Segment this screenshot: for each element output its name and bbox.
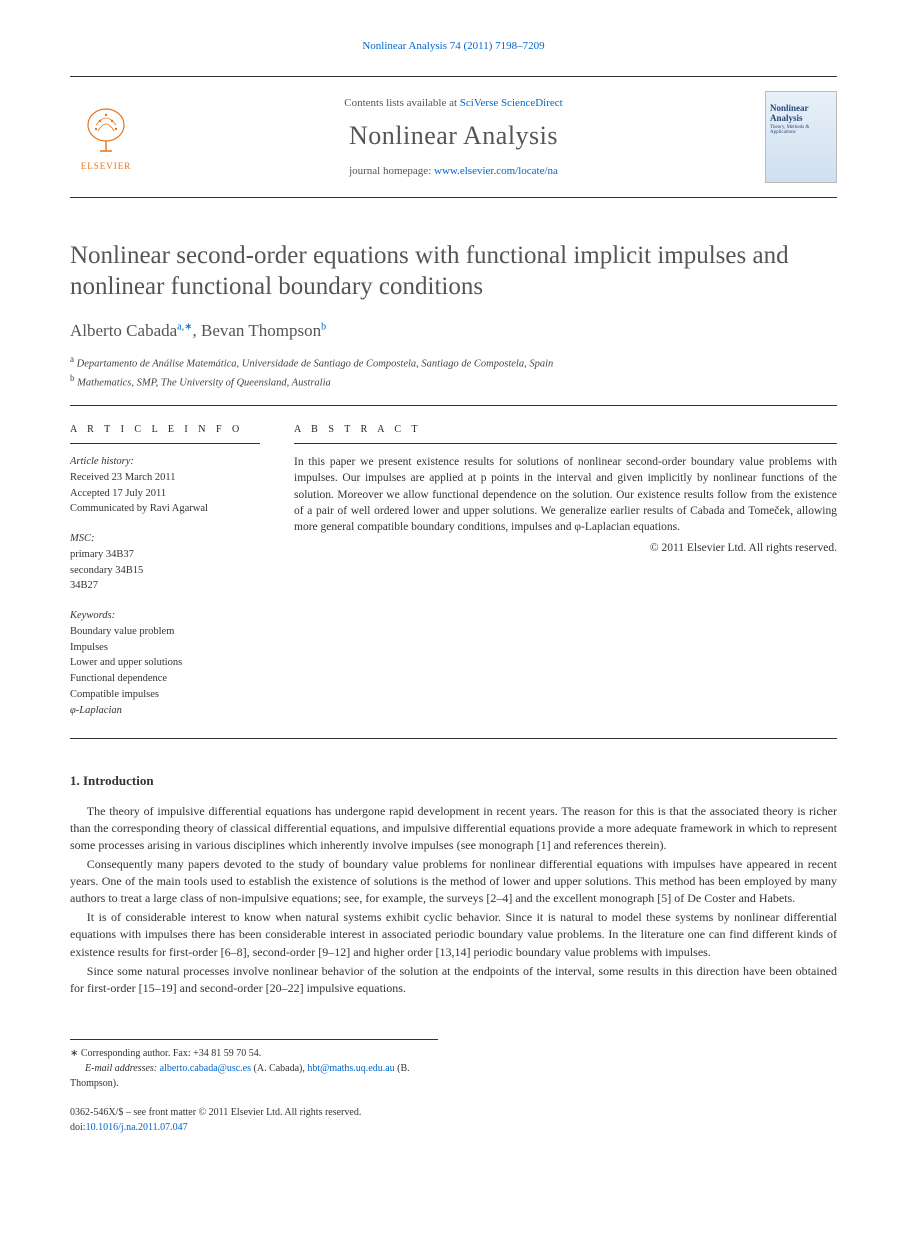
abstract-head: A B S T R A C T [294,424,837,435]
affiliations: a Departamento de Análise Matemática, Un… [70,353,837,392]
cover-issn-area: · [770,96,832,101]
intro-para-3: It is of considerable interest to know w… [70,909,837,960]
msc-secondary: secondary 34B15 [70,565,143,576]
sciencedirect-link[interactable]: SciVerse ScienceDirect [460,97,563,109]
affiliation-b-text: Mathematics, SMP, The University of Quee… [77,377,331,388]
info-abstract-row: A R T I C L E I N F O Article history: R… [70,424,837,739]
kw-2: Impulses [70,642,108,653]
email-1[interactable]: alberto.cabada@usc.es [160,1063,251,1074]
homepage-line: journal homepage: www.elsevier.com/locat… [160,165,747,177]
msc-3: 34B27 [70,580,98,591]
elsevier-logo: ELSEVIER [70,98,142,176]
contents-prefix: Contents lists available at [344,97,459,109]
author-1-affil-marks[interactable]: a,∗ [177,321,192,332]
affiliation-a: a Departamento de Análise Matemática, Un… [70,353,837,372]
article-info-head: A R T I C L E I N F O [70,424,260,435]
journal-cover-thumbnail: · Nonlinear Analysis Theory, Methods & A… [765,91,837,183]
affiliation-b: b Mathematics, SMP, The University of Qu… [70,372,837,391]
corr-text: Corresponding author. Fax: +34 81 59 70 … [81,1048,261,1059]
doi-label: doi: [70,1122,86,1133]
article-title: Nonlinear second-order equations with fu… [70,240,837,303]
elsevier-tree-icon [78,103,134,159]
email-2[interactable]: hbt@maths.uq.edu.au [307,1063,394,1074]
article-history-block: Article history: Received 23 March 2011 … [70,443,260,517]
email-label: E-mail addresses: [85,1063,157,1074]
author-1-name: Alberto Cabada [70,321,177,340]
msc-label: MSC: [70,533,95,544]
contents-available-line: Contents lists available at SciVerse Sci… [160,97,747,109]
affiliation-a-text: Departamento de Análise Matemática, Univ… [77,358,554,369]
rule-above-info [70,405,837,406]
history-label: Article history: [70,456,134,467]
masthead: ELSEVIER Contents lists available at Sci… [70,76,837,198]
running-head: Nonlinear Analysis 74 (2011) 7198–7209 [70,40,837,52]
author-2-name: Bevan Thompson [201,321,321,340]
abstract-body: In this paper we present existence resul… [294,443,837,556]
cover-subtitle: Theory, Methods & Applications [770,125,832,135]
doi-line: doi:10.1016/j.na.2011.07.047 [70,1120,837,1135]
email-1-who: (A. Cabada), [254,1063,305,1074]
corr-mark: ∗ [70,1048,78,1059]
masthead-center: Contents lists available at SciVerse Sci… [160,97,747,177]
kw-5: Compatible impulses [70,689,159,700]
intro-para-2: Consequently many papers devoted to the … [70,856,837,907]
email-line: E-mail addresses: alberto.cabada@usc.es … [70,1061,438,1091]
keywords-label: Keywords: [70,610,115,621]
footnotes: ∗ Corresponding author. Fax: +34 81 59 7… [70,1039,438,1091]
front-matter-line: 0362-546X/$ – see front matter © 2011 El… [70,1105,837,1120]
kw-1: Boundary value problem [70,626,174,637]
kw-4: Functional dependence [70,673,167,684]
author-2-affil-marks[interactable]: b [321,321,326,332]
intro-para-1: The theory of impulsive differential equ… [70,803,837,854]
abstract-column: A B S T R A C T In this paper we present… [294,424,837,718]
msc-block: MSC: primary 34B37 secondary 34B15 34B27 [70,531,260,594]
kw-6: φ-Laplacian [70,705,122,716]
publisher-name: ELSEVIER [81,161,132,171]
footer-meta: 0362-546X/$ – see front matter © 2011 El… [70,1105,837,1135]
article-info-column: A R T I C L E I N F O Article history: R… [70,424,260,718]
doi-link[interactable]: 10.1016/j.na.2011.07.047 [86,1122,188,1133]
corresponding-author-note: ∗ Corresponding author. Fax: +34 81 59 7… [70,1046,438,1061]
abstract-copyright: © 2011 Elsevier Ltd. All rights reserved… [294,540,837,556]
journal-name: Nonlinear Analysis [160,121,747,151]
homepage-link[interactable]: www.elsevier.com/locate/na [434,165,558,177]
kw-3: Lower and upper solutions [70,657,182,668]
cover-title: Nonlinear Analysis [770,104,832,124]
keywords-block: Keywords: Boundary value problem Impulse… [70,608,260,718]
intro-para-4: Since some natural processes involve non… [70,963,837,997]
author-list: Alberto Cabadaa,∗, Bevan Thompsonb [70,321,837,341]
section-1-heading: 1. Introduction [70,773,837,789]
running-head-link[interactable]: Nonlinear Analysis 74 (2011) 7198–7209 [362,40,544,52]
msc-primary: primary 34B37 [70,549,134,560]
communicated-by: Communicated by Ravi Agarwal [70,503,208,514]
homepage-prefix: journal homepage: [349,165,434,177]
abstract-text: In this paper we present existence resul… [294,456,837,533]
accepted-date: Accepted 17 July 2011 [70,488,166,499]
received-date: Received 23 March 2011 [70,472,175,483]
